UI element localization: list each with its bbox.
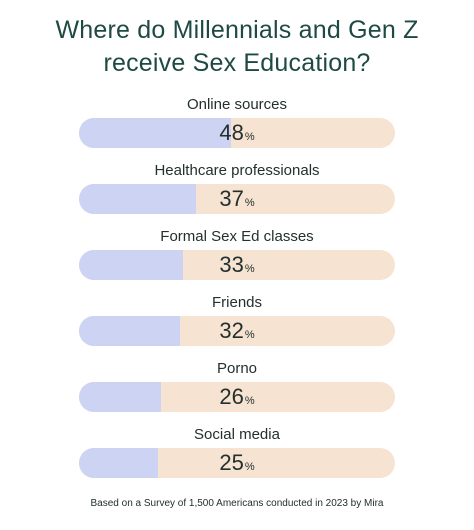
category-label: Healthcare professionals bbox=[154, 162, 320, 179]
data-label-unit: % bbox=[244, 395, 255, 407]
bar-row: Healthcare professionals 37% bbox=[0, 162, 474, 228]
bar-track bbox=[79, 250, 395, 280]
bar-fill bbox=[79, 448, 158, 478]
category-label: Porno bbox=[216, 360, 258, 377]
data-label-value: 48 bbox=[219, 120, 244, 145]
data-label-unit: % bbox=[244, 329, 255, 341]
data-label: 37% bbox=[79, 184, 395, 214]
data-label-value: 32 bbox=[219, 318, 244, 343]
chart-title-line-1: Where do Millennials and Gen Z bbox=[55, 16, 419, 44]
bar-fill bbox=[79, 250, 184, 280]
data-label-value: 37 bbox=[219, 186, 244, 211]
bar-fill bbox=[79, 316, 181, 346]
bar-rows: Online sources 48% Healthcare professional… bbox=[0, 96, 474, 492]
category-label: Social media bbox=[194, 426, 280, 443]
data-label-value: 25 bbox=[219, 450, 244, 475]
source-note: Based on a Survey of 1,500 Americans con… bbox=[90, 498, 384, 509]
bar-fill bbox=[79, 118, 231, 148]
chart-title-line-2: receive Sex Education? bbox=[103, 49, 371, 77]
data-label: 32% bbox=[79, 316, 395, 346]
data-label-unit: % bbox=[244, 197, 255, 209]
data-label-value: 33 bbox=[219, 252, 244, 277]
bar-track bbox=[79, 184, 395, 214]
bar-track bbox=[79, 448, 395, 478]
bar-fill bbox=[79, 184, 196, 214]
bar-track bbox=[79, 316, 395, 346]
data-label-unit: % bbox=[244, 131, 255, 143]
data-label: 26% bbox=[79, 382, 395, 412]
data-label-unit: % bbox=[244, 461, 255, 473]
category-label: Formal Sex Ed classes bbox=[160, 228, 314, 245]
category-label: Online sources bbox=[186, 96, 288, 113]
category-label: Friends bbox=[211, 294, 263, 311]
data-label-value: 26 bbox=[219, 384, 244, 409]
bar-fill bbox=[79, 382, 162, 412]
data-label: 25% bbox=[79, 448, 395, 478]
bar-row: Friends 32% bbox=[0, 294, 474, 360]
bar-row: Porno 26% bbox=[0, 360, 474, 426]
bar-track bbox=[79, 382, 395, 412]
bar-row: Social media 25% bbox=[0, 426, 474, 492]
data-label: 33% bbox=[79, 250, 395, 280]
bar-track bbox=[79, 118, 395, 148]
chart-title: Where do Millennials and Gen Z receive S… bbox=[0, 14, 474, 80]
data-label: 48% bbox=[79, 118, 395, 148]
bar-row: Formal Sex Ed classes 33% bbox=[0, 228, 474, 294]
data-label-unit: % bbox=[244, 263, 255, 275]
bar-row: Online sources 48% bbox=[0, 96, 474, 162]
